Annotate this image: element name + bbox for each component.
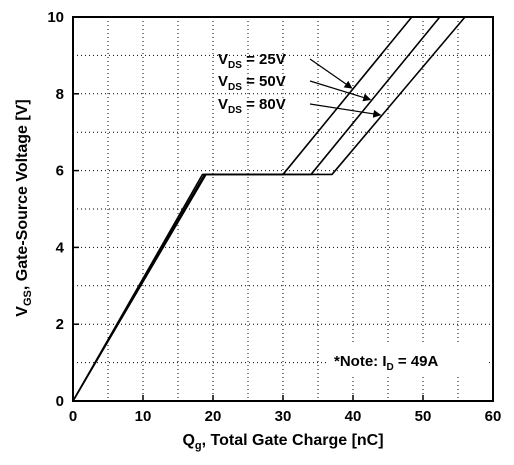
x-tick-label: 40 <box>345 408 362 425</box>
x-tick-label: 20 <box>205 408 222 425</box>
y-tick-label: 4 <box>56 239 65 256</box>
legend-arrow-1 <box>309 58 353 89</box>
y-tick-label: 2 <box>56 316 64 333</box>
note-rest: = 49A <box>394 353 439 370</box>
y-tick-label: 10 <box>47 9 64 26</box>
series-lines <box>72 16 466 402</box>
legend-arrow-3 <box>309 103 382 118</box>
grid <box>73 17 493 401</box>
note-prefix: *Note: I <box>334 353 387 370</box>
x-axis-label-rest: , Total Gate Charge [nC] <box>202 432 384 449</box>
note-sub: D <box>387 362 394 373</box>
y-tick-label: 0 <box>56 393 64 410</box>
y-tick-label: 6 <box>56 163 64 180</box>
x-tick-label: 10 <box>135 408 152 425</box>
note-text: *Note: ID = 49A <box>334 353 439 373</box>
y-axis-label-rest: , Gate-Source Voltage [V] <box>14 99 31 290</box>
x-tick-label: 60 <box>485 408 502 425</box>
x-tick-label: 30 <box>275 408 292 425</box>
x-axis-label-sub: g <box>195 440 202 452</box>
y-axis-label: VGS, Gate-Source Voltage [V] <box>14 99 34 316</box>
legend-label-3: VDS = 80V <box>218 96 286 116</box>
x-axis-label-main: Q <box>182 432 194 449</box>
x-tick-label: 50 <box>415 408 432 425</box>
y-tick-label: 8 <box>56 86 64 103</box>
legend-label-2: VDS = 50V <box>218 73 286 93</box>
legend-arrow-2 <box>309 80 372 102</box>
note-box: *Note: ID = 49A <box>328 345 486 375</box>
x-tick-label: 0 <box>69 408 77 425</box>
tick-labels: 0 10 20 30 40 50 60 0 2 4 6 8 10 <box>47 9 501 425</box>
y-axis-label-sub: GS <box>22 290 34 306</box>
x-axis-label: Qg, Total Gate Charge [nC] <box>182 432 383 452</box>
series-line-3 <box>72 16 466 402</box>
legend-label-1: VDS = 25V <box>218 51 286 71</box>
y-axis-label-main: V <box>14 306 31 317</box>
